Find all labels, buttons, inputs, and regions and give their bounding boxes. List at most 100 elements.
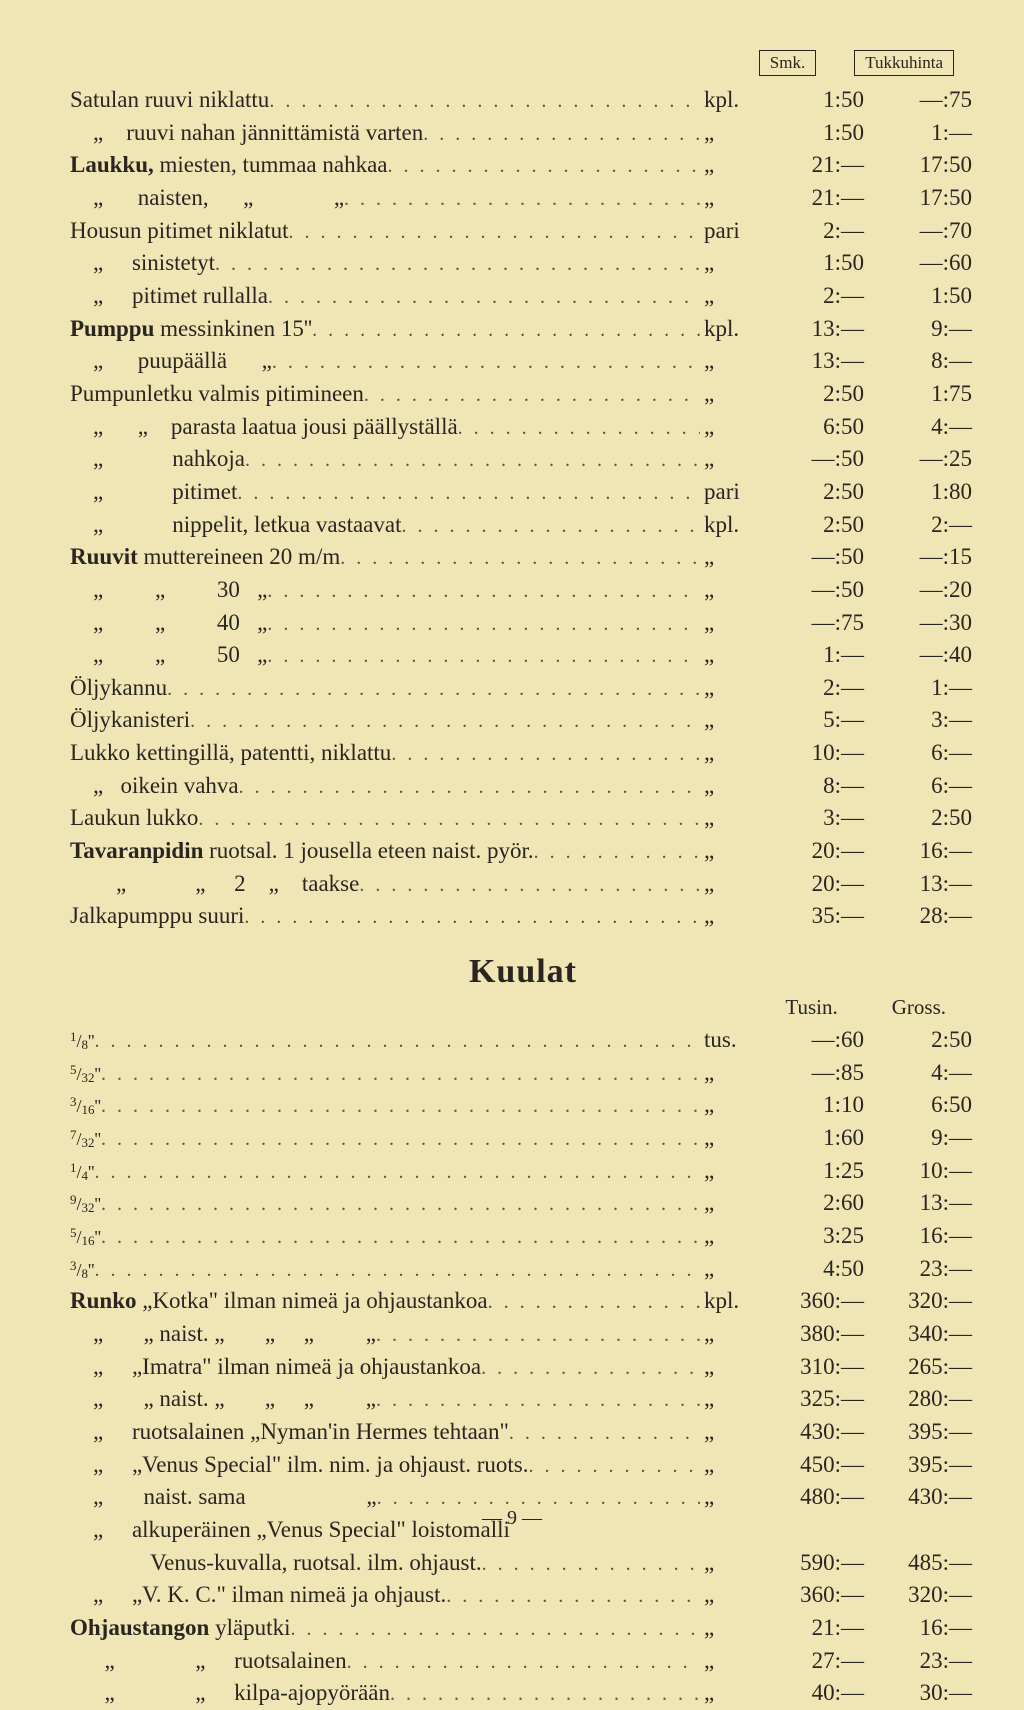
unit: tus.	[700, 1024, 764, 1057]
unit: kpl.	[700, 84, 764, 117]
unit: „	[700, 1220, 764, 1253]
price-smk: 1:50	[764, 84, 872, 117]
price-tukku: 1:80	[872, 476, 976, 509]
price-row: „ „ kilpa-ajopyörään. . . . . . . . . . …	[70, 1677, 976, 1710]
leader-dots: . . . . . . . . . . . . . . . . . . . . …	[272, 348, 700, 376]
price-tukku: 3:—	[872, 704, 976, 737]
price-smk: 21:—	[764, 149, 872, 182]
unit: „	[700, 900, 764, 933]
price-row: Satulan ruuvi niklattu. . . . . . . . . …	[70, 84, 976, 117]
unit: „	[700, 443, 764, 476]
leader-dots: . . . . . . . . . . . . . . . . . . . . …	[388, 152, 700, 180]
unit: „	[700, 541, 764, 574]
item-description: „ „Imatra" ilman nimeä ja ohjaustankoa	[70, 1351, 481, 1384]
price-row: Pumppu messinkinen 15''. . . . . . . . .…	[70, 313, 976, 346]
price-smk: 2:60	[764, 1187, 872, 1220]
unit: „	[700, 1057, 764, 1090]
price-tukku: —:20	[872, 574, 976, 607]
price-row: „ „ naist. „ „ „ „. . . . . . . . . . . …	[70, 1318, 976, 1351]
price-row: Venus-kuvalla, ruotsal. ilm. ohjaust.. .…	[70, 1547, 976, 1580]
subheader-gross: Gross.	[892, 995, 946, 1020]
leader-dots: . . . . . . . . . . . . . . . . . . . . …	[239, 773, 700, 801]
price-smk: 2:50	[764, 378, 872, 411]
subheader-tusin: Tusin.	[785, 995, 837, 1020]
unit: „	[700, 345, 764, 378]
price-row: „ „ 2 „ taakse. . . . . . . . . . . . . …	[70, 868, 976, 901]
unit: „	[700, 411, 764, 444]
unit: „	[700, 770, 764, 803]
price-row: 5/32''. . . . . . . . . . . . . . . . . …	[70, 1057, 976, 1090]
unit: „	[700, 149, 764, 182]
item-description: 9/32''	[70, 1187, 101, 1220]
price-tukku: 6:—	[872, 737, 976, 770]
item-description: „ pitimet rullalla	[70, 280, 268, 313]
price-tukku: 16:—	[872, 1612, 976, 1645]
price-tukku: 10:—	[872, 1155, 976, 1188]
price-tukku: 4:—	[872, 411, 976, 444]
item-description: „ nippelit, letkua vastaavat	[70, 509, 402, 542]
item-description: Öljykanisteri	[70, 704, 190, 737]
unit: „	[700, 1122, 764, 1155]
leader-dots: . . . . . . . . . . . . . . . . . . . . …	[268, 283, 700, 311]
item-description: Pumppu messinkinen 15''	[70, 313, 312, 346]
unit: „	[700, 1187, 764, 1220]
price-row: 9/32''. . . . . . . . . . . . . . . . . …	[70, 1187, 976, 1220]
unit: „	[700, 802, 764, 835]
price-smk: 3:—	[764, 802, 872, 835]
section-title-kuulat: Kuulat	[70, 953, 976, 991]
price-row: „ sinistetyt. . . . . . . . . . . . . . …	[70, 247, 976, 280]
item-description: „ „ 50 „	[70, 639, 267, 672]
price-smk: 430:—	[764, 1416, 872, 1449]
price-list-1: Satulan ruuvi niklattu. . . . . . . . . …	[70, 84, 976, 933]
price-smk: 360:—	[764, 1579, 872, 1612]
price-row: „ „ 50 „. . . . . . . . . . . . . . . . …	[70, 639, 976, 672]
unit: pari	[700, 215, 764, 248]
price-smk: 2:50	[764, 476, 872, 509]
leader-dots: . . . . . . . . . . . . . . . . . . . . …	[347, 1648, 700, 1676]
price-row: Ohjaustangon yläputki. . . . . . . . . .…	[70, 1612, 976, 1645]
item-description: Jalkapumppu suuri	[70, 900, 244, 933]
price-row: „ „ parasta laatua jousi päällyställä. .…	[70, 411, 976, 444]
leader-dots: . . . . . . . . . . . . . . . . . . . . …	[359, 871, 700, 899]
price-smk: 20:—	[764, 835, 872, 868]
price-tukku: 280:—	[872, 1383, 976, 1416]
price-row: Öljykanisteri. . . . . . . . . . . . . .…	[70, 704, 976, 737]
price-tukku: —:15	[872, 541, 976, 574]
price-row: „ nippelit, letkua vastaavat. . . . . . …	[70, 509, 976, 542]
unit: „	[700, 704, 764, 737]
leader-dots: . . . . . . . . . . . . . . . . . . . . …	[446, 1582, 700, 1610]
unit: „	[700, 280, 764, 313]
item-description: „ „ 40 „	[70, 607, 267, 640]
leader-dots: . . . . . . . . . . . . . . . . . . . . …	[101, 1092, 700, 1120]
leader-dots: . . . . . . . . . . . . . . . . . . . . …	[376, 1386, 700, 1414]
leader-dots: . . . . . . . . . . . . . . . . . . . . …	[344, 185, 700, 213]
price-row: Laukun lukko. . . . . . . . . . . . . . …	[70, 802, 976, 835]
item-description: „ sinistetyt	[70, 247, 215, 280]
unit: „	[700, 672, 764, 705]
item-description: Laukun lukko	[70, 802, 198, 835]
price-tukku: 1:75	[872, 378, 976, 411]
unit: „	[700, 1253, 764, 1286]
price-row: „ „Imatra" ilman nimeä ja ohjaustankoa. …	[70, 1351, 976, 1384]
unit: „	[700, 1089, 764, 1122]
unit: „	[700, 1383, 764, 1416]
item-description: „ „ ruotsalainen	[70, 1645, 347, 1678]
price-row: Lukko kettingillä, patentti, niklattu. .…	[70, 737, 976, 770]
leader-dots: . . . . . . . . . . . . . . . . . . . . …	[244, 903, 700, 931]
item-description: „ oikein vahva	[70, 770, 239, 803]
unit: „	[700, 1351, 764, 1384]
leader-dots: . . . . . . . . . . . . . . . . . . . . …	[198, 805, 700, 833]
price-smk: 2:50	[764, 509, 872, 542]
item-description: „ ruotsalainen „Nyman'in Hermes tehtaan"	[70, 1416, 509, 1449]
price-tukku: 16:—	[872, 1220, 976, 1253]
leader-dots: . . . . . . . . . . . . . . . . . . . . …	[95, 1027, 700, 1055]
price-row: 7/32''. . . . . . . . . . . . . . . . . …	[70, 1122, 976, 1155]
item-description: Pumpunletku valmis pitimineen	[70, 378, 364, 411]
item-description: Öljykannu	[70, 672, 167, 705]
price-row: „ „ ruotsalainen. . . . . . . . . . . . …	[70, 1645, 976, 1678]
leader-dots: . . . . . . . . . . . . . . . . . . . . …	[267, 610, 700, 638]
price-tukku: 23:—	[872, 1645, 976, 1678]
price-smk: 6:50	[764, 411, 872, 444]
price-tukku: 395:—	[872, 1449, 976, 1482]
price-smk: 40:—	[764, 1677, 872, 1710]
